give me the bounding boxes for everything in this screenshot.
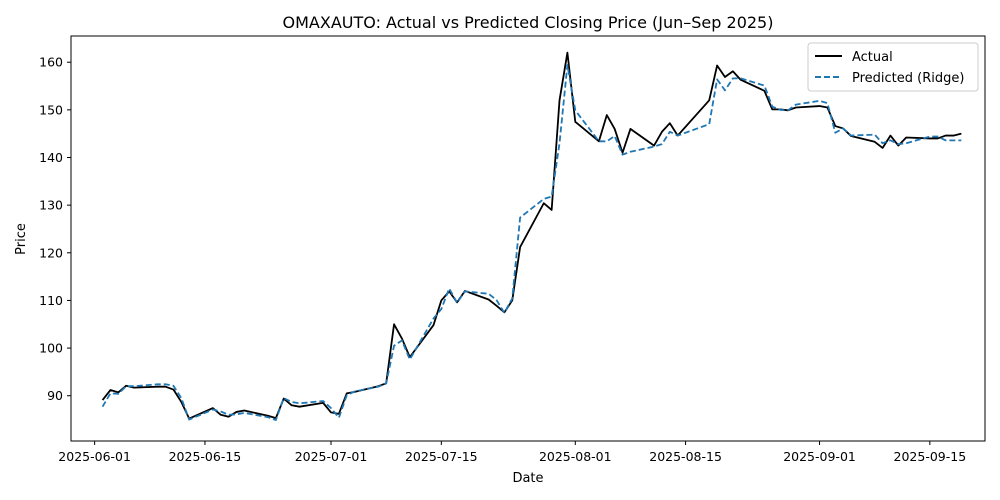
y-tick-label: 120	[39, 245, 63, 260]
x-tick-label: 2025-09-01	[783, 449, 856, 464]
plot-frame	[70, 35, 986, 442]
legend-actual-label: Actual	[852, 50, 893, 65]
x-axis-title: Date	[512, 471, 543, 486]
y-axis-title: Price	[14, 223, 29, 255]
plot-area	[101, 51, 962, 421]
x-tick-label: 2025-06-01	[58, 449, 131, 464]
x-tick-label: 2025-09-15	[894, 449, 967, 464]
x-tick-label: 2025-08-15	[649, 449, 722, 464]
y-axis: 90 100 110 120 130 140 150 160	[39, 55, 71, 403]
x-tick-label: 2025-07-01	[295, 449, 368, 464]
y-tick-label: 130	[39, 198, 63, 213]
y-tick-label: 160	[39, 55, 63, 70]
y-tick-label: 150	[39, 102, 63, 117]
x-tick-label: 2025-08-01	[539, 449, 612, 464]
y-tick-label: 100	[39, 341, 63, 356]
y-tick-label: 140	[39, 150, 63, 165]
chart-title: OMAXAUTO: Actual vs Predicted Closing Pr…	[283, 13, 774, 32]
y-tick-label: 90	[47, 388, 63, 403]
y-tick-label: 110	[39, 293, 63, 308]
x-tick-label: 2025-06-15	[169, 449, 242, 464]
predicted-series-line	[101, 64, 962, 421]
legend-predicted-label: Predicted (Ridge)	[852, 71, 964, 86]
x-tick-label: 2025-07-15	[405, 449, 478, 464]
x-axis: 2025-06-01 2025-06-15 2025-07-01 2025-07-15…	[58, 441, 966, 464]
legend-box	[807, 42, 979, 92]
actual-series-line	[101, 51, 962, 420]
legend: Actual Predicted (Ridge)	[807, 42, 979, 92]
